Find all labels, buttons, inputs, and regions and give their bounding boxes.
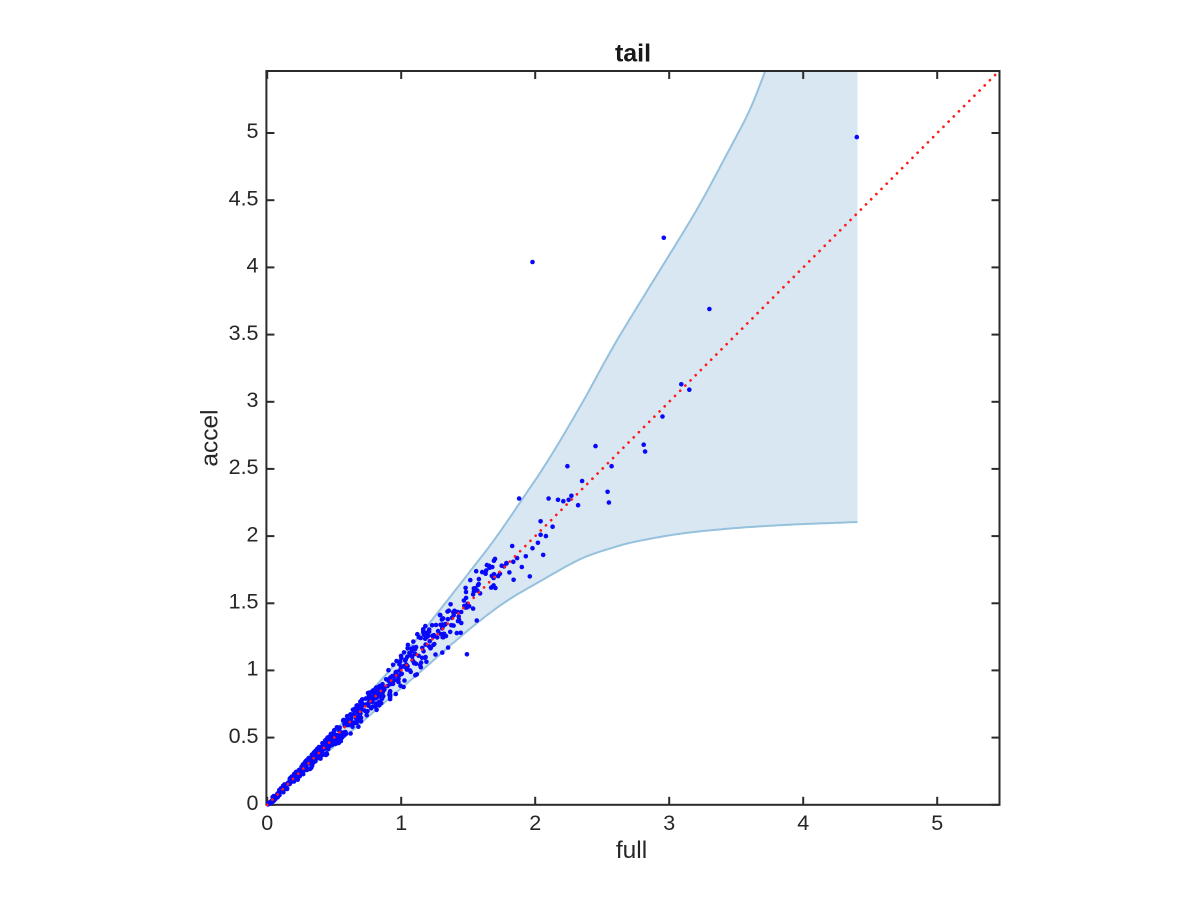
svg-text:0: 0 [247, 791, 259, 815]
svg-text:1: 1 [247, 657, 259, 681]
svg-text:2: 2 [529, 811, 541, 835]
svg-text:5: 5 [931, 811, 943, 835]
svg-text:5: 5 [247, 119, 259, 143]
svg-text:tail: tail [615, 40, 651, 68]
svg-text:0: 0 [261, 811, 273, 835]
svg-text:full: full [616, 837, 647, 864]
svg-text:3: 3 [663, 811, 675, 835]
svg-text:0.5: 0.5 [229, 724, 259, 748]
svg-text:4: 4 [247, 254, 259, 278]
svg-text:accel: accel [197, 409, 224, 466]
svg-text:3: 3 [247, 388, 259, 412]
svg-text:2.5: 2.5 [229, 455, 259, 479]
svg-text:4.5: 4.5 [229, 186, 259, 210]
svg-text:4: 4 [797, 811, 809, 835]
svg-text:1.5: 1.5 [229, 590, 259, 614]
svg-text:2: 2 [247, 522, 259, 546]
svg-text:3.5: 3.5 [229, 321, 259, 345]
svg-text:1: 1 [395, 811, 407, 835]
